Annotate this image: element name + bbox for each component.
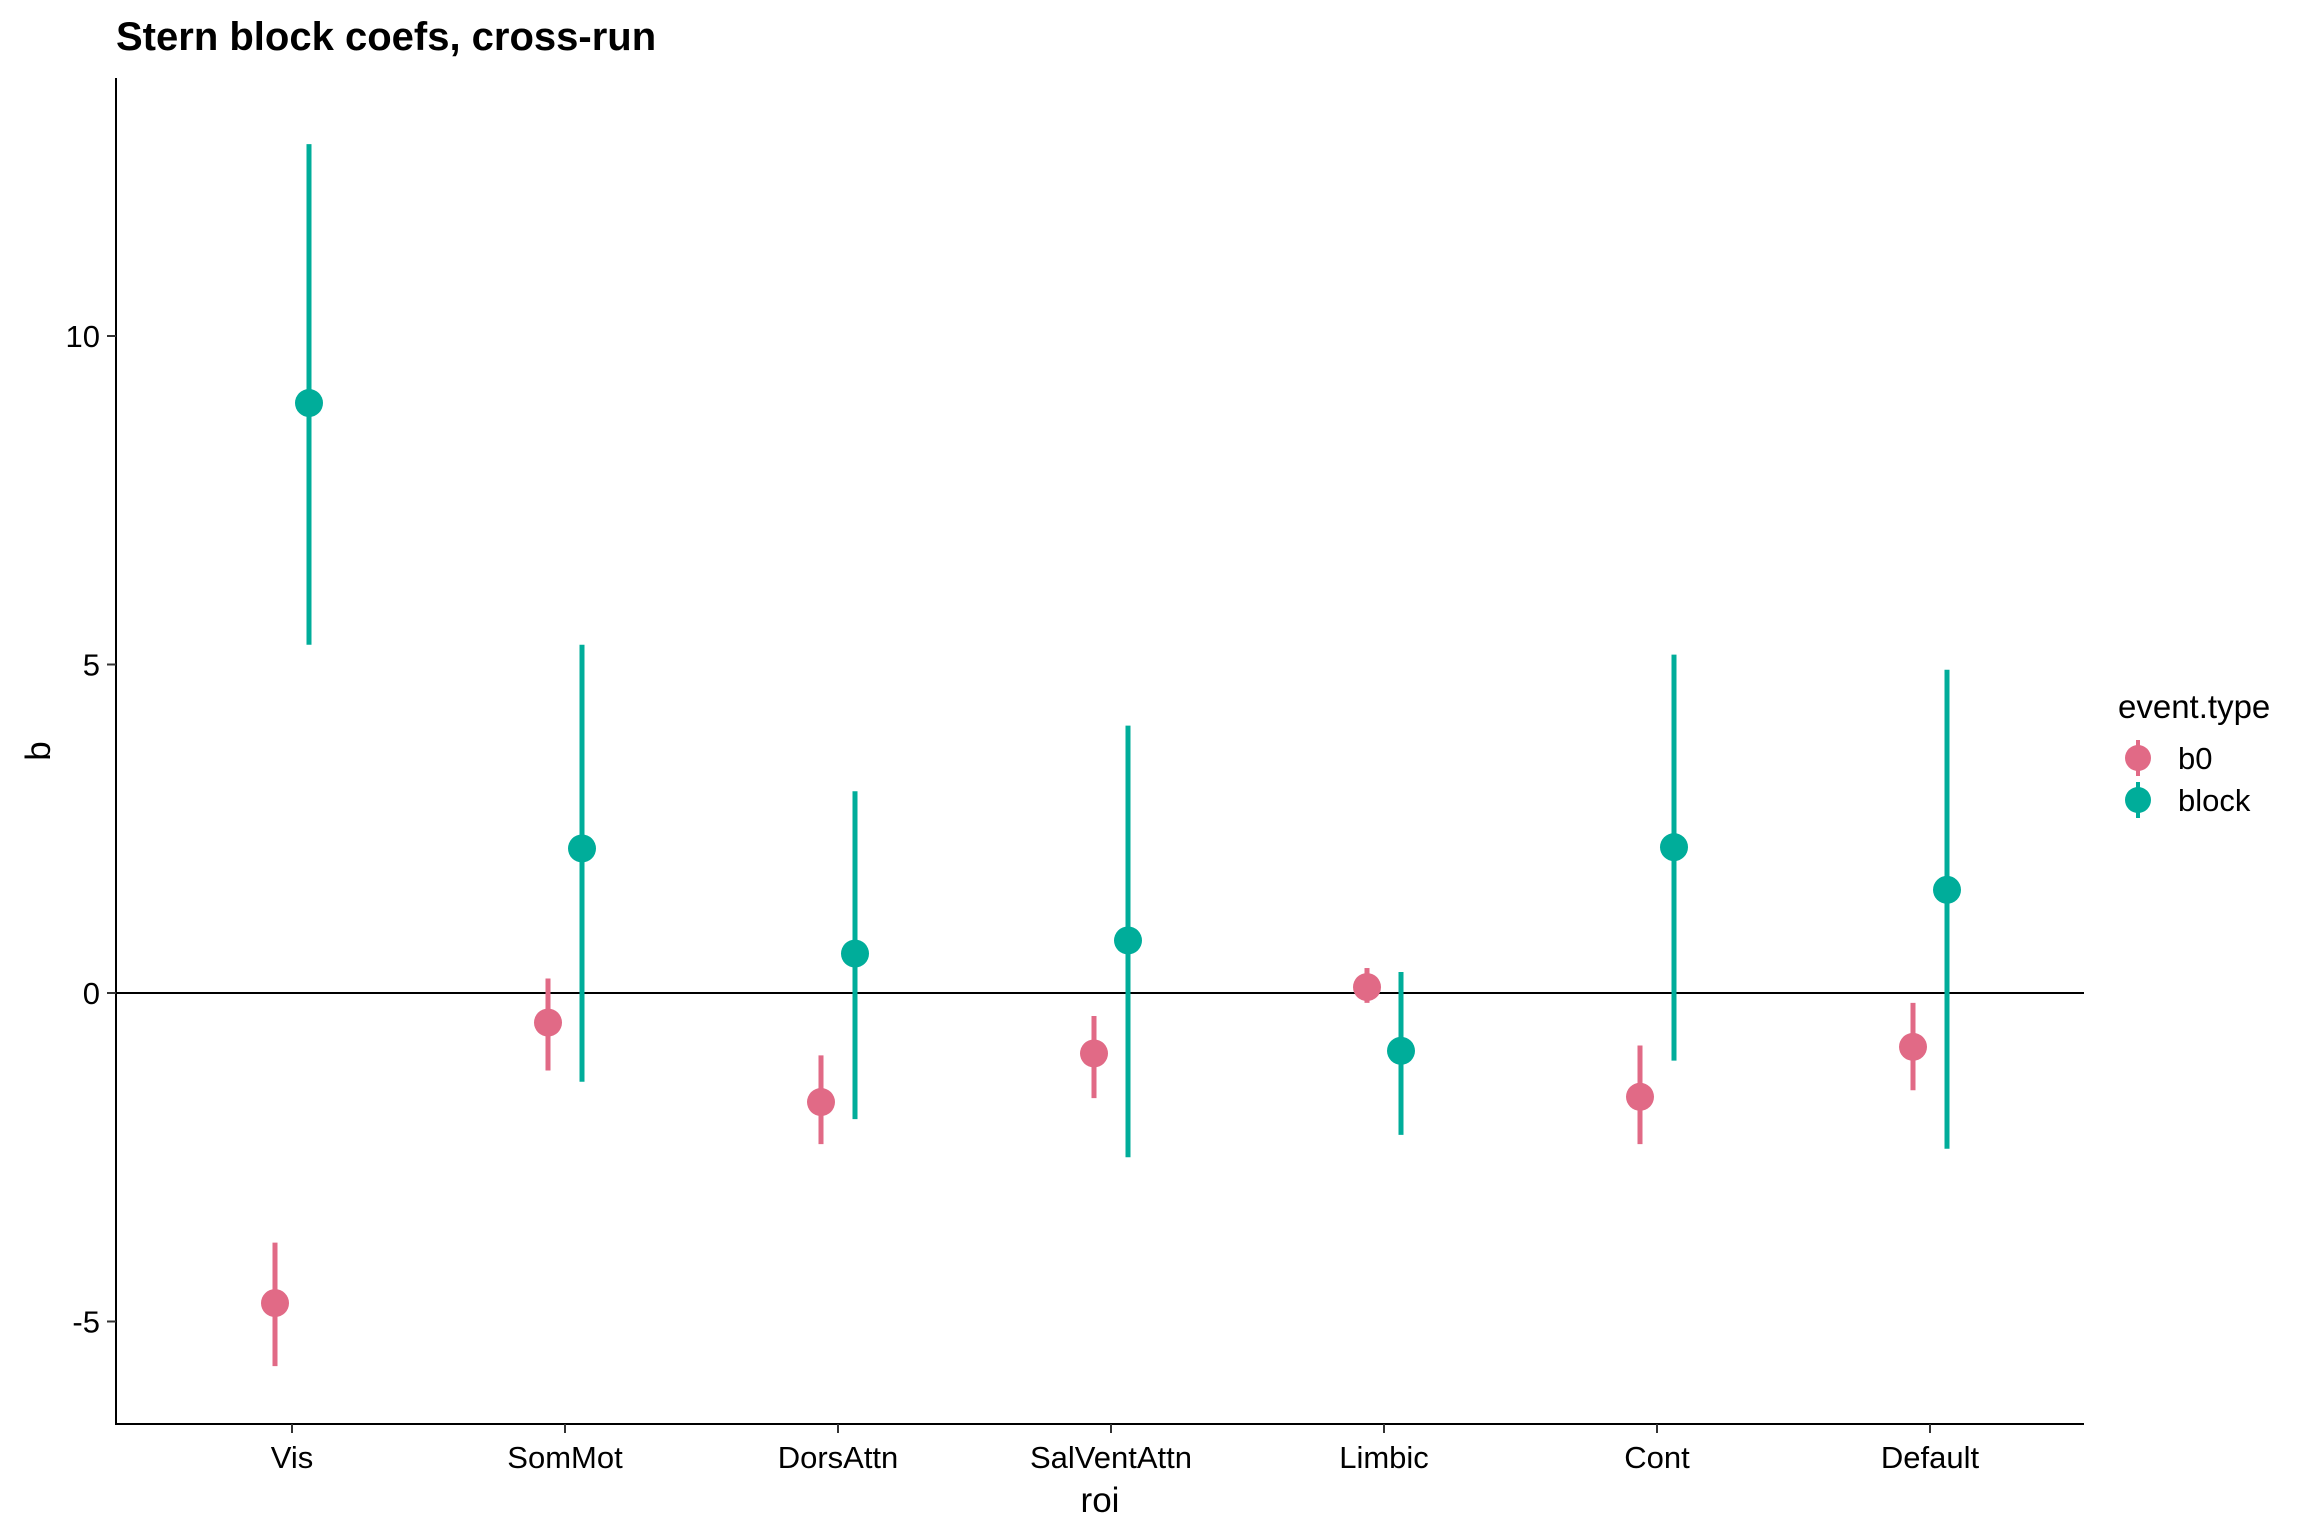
- chart-title: Stern block coefs, cross-run: [116, 15, 656, 59]
- legend-item-b0: b0: [2125, 740, 2212, 776]
- y-tick-label: 5: [83, 648, 100, 683]
- x-tick-label: SalVentAttn: [1030, 1440, 1192, 1475]
- data-point: [1626, 1082, 1654, 1111]
- y-tick-label: -5: [72, 1305, 100, 1340]
- x-tick-label: Default: [1881, 1440, 1980, 1475]
- data-point: [1353, 973, 1381, 1002]
- y-tick-label: 0: [83, 976, 100, 1011]
- x-tick-label: SomMot: [507, 1440, 623, 1475]
- x-ticks: Vis SomMot DorsAttn SalVentAttn Limbic Cont De…: [271, 1424, 1980, 1475]
- data-point: [841, 939, 869, 968]
- x-tick-label: Vis: [271, 1440, 314, 1475]
- x-axis-title: roi: [1081, 1481, 1120, 1520]
- legend-item-block: block: [2125, 782, 2251, 818]
- plot-marks: [116, 144, 2084, 1367]
- data-point: [568, 834, 596, 863]
- y-axis-title: b: [19, 741, 58, 760]
- data-point: [1660, 833, 1688, 862]
- legend-label: block: [2178, 783, 2251, 818]
- legend: event.type b0 block: [2118, 688, 2270, 818]
- data-point: [1080, 1039, 1108, 1068]
- x-tick-label: Limbic: [1339, 1440, 1429, 1475]
- data-point: [1387, 1036, 1415, 1065]
- data-point: [1899, 1032, 1927, 1061]
- legend-title: event.type: [2118, 688, 2270, 725]
- series-b0: [261, 968, 1927, 1367]
- legend-key-point: [2125, 787, 2151, 813]
- data-point: [295, 389, 323, 418]
- y-tick-label: 10: [66, 319, 100, 354]
- series-block: [295, 144, 1961, 1158]
- data-point: [534, 1008, 562, 1037]
- y-ticks: -5 0 5 10: [66, 319, 116, 1340]
- legend-key-point: [2125, 745, 2151, 771]
- data-point: [261, 1289, 289, 1318]
- data-point: [807, 1088, 835, 1117]
- x-tick-label: Cont: [1624, 1440, 1690, 1475]
- legend-items: b0 block: [2125, 740, 2251, 818]
- data-point: [1114, 926, 1142, 955]
- legend-label: b0: [2178, 741, 2212, 776]
- data-point: [1933, 875, 1961, 904]
- x-tick-label: DorsAttn: [778, 1440, 899, 1475]
